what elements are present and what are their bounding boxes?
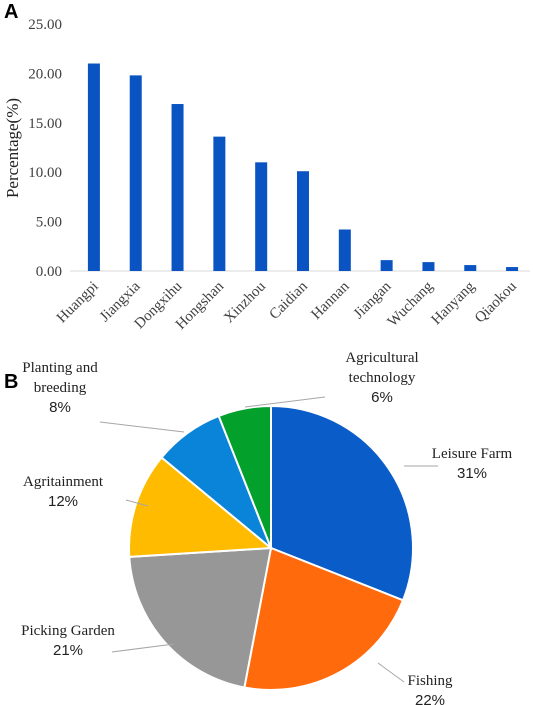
pie-slice <box>128 546 273 689</box>
slice-percent-label: 8% <box>49 399 71 416</box>
bar <box>380 260 393 271</box>
bar <box>506 267 519 271</box>
y-tick-label: 15.00 <box>28 116 62 132</box>
slice-percent-label: 21% <box>53 642 83 659</box>
bar <box>129 75 142 271</box>
slice-percent-label: 6% <box>371 389 393 406</box>
leader-line <box>125 499 149 507</box>
panel-a-letter: A <box>4 1 18 23</box>
bar-chart: 0.00 5.00 10.00 15.00 20.00 25.00 Percentage(%… <box>3 17 530 333</box>
slice-percent-label: 31% <box>457 465 487 482</box>
y-tick-label: 10.00 <box>28 165 62 181</box>
x-tick-label: Caidian <box>267 278 312 323</box>
y-tick-label: 20.00 <box>28 66 62 82</box>
slice-name-label: technology <box>349 370 416 386</box>
x-tick-label: Hannan <box>308 278 353 323</box>
pie-slice <box>243 546 405 691</box>
pie-chart: Leisure Farm 31% Fishing 22% Picking Garden 2… <box>21 350 512 705</box>
x-tick-label: Qiaokou <box>472 278 520 326</box>
leader-line <box>244 396 326 408</box>
bar <box>87 63 100 271</box>
y-tick-label: 0.00 <box>36 264 62 280</box>
slice-name-label: Agricultural <box>345 350 418 366</box>
bar <box>464 265 477 271</box>
slice-name-label: Picking Garden <box>21 623 115 639</box>
slice-name-label: Agritainment <box>23 474 104 490</box>
slice-name-label: Leisure Farm <box>432 446 513 462</box>
slice-percent-label: 12% <box>48 493 78 510</box>
slice-name-label: Planting and <box>22 360 98 376</box>
bar <box>338 229 351 271</box>
y-tick-label: 5.00 <box>36 215 62 231</box>
x-tick-label: Huangpi <box>54 279 102 327</box>
x-tick-label: Hanyang <box>428 278 478 328</box>
slice-percent-label: 22% <box>415 692 445 705</box>
y-axis-label: Percentage(%) <box>3 98 22 198</box>
slice-name-label: Fishing <box>407 673 453 689</box>
pie-slice <box>270 404 414 602</box>
slice-name-label: breeding <box>34 380 87 396</box>
bar <box>422 262 435 271</box>
leader-line <box>377 662 405 683</box>
bar <box>297 171 309 271</box>
bar <box>171 104 184 271</box>
leader-line <box>99 421 185 433</box>
bar <box>255 162 268 271</box>
pie-slice <box>217 404 272 549</box>
pie-slice <box>128 456 274 558</box>
y-tick-label: 25.00 <box>28 17 62 33</box>
panel-b-letter: B <box>4 371 18 393</box>
x-tick-label: Xinzhou <box>221 278 269 326</box>
bar <box>213 136 226 271</box>
x-tick-label: Wuchang <box>385 278 437 330</box>
leader-line <box>111 643 175 653</box>
